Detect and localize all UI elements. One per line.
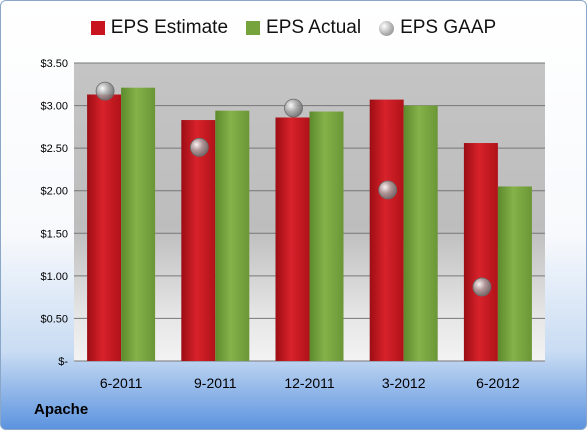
marker-eps-gaap — [472, 277, 492, 297]
bar-eps-estimate — [181, 120, 216, 361]
bar-eps-estimate — [87, 94, 122, 361]
y-tick-label: $0.50 — [40, 313, 68, 325]
x-tick-label: 9-2011 — [194, 375, 237, 391]
bar-eps-estimate — [275, 117, 310, 362]
marker-eps-gaap — [95, 81, 115, 101]
company-name: Apache — [34, 401, 89, 418]
y-tick-label: $1.00 — [40, 271, 68, 283]
x-tick-label: 3-2012 — [382, 375, 426, 391]
legend-swatch-estimate — [90, 21, 105, 35]
bar-eps-actual — [121, 87, 156, 361]
legend-item-gaap: EPS GAAP — [379, 17, 496, 39]
bar-eps-actual — [497, 186, 532, 361]
chart-legend: EPS Estimate EPS Actual EPS GAAP — [1, 17, 586, 39]
bar-eps-actual — [403, 105, 438, 361]
y-tick-label: $2.00 — [40, 186, 68, 198]
marker-eps-gaap — [189, 137, 209, 157]
marker-eps-gaap — [284, 98, 303, 118]
legend-item-actual: EPS Actual — [246, 17, 361, 39]
bar-eps-estimate — [463, 143, 498, 361]
x-tick-label: 12-2011 — [284, 375, 335, 391]
y-tick-label: $1.50 — [40, 228, 68, 240]
legend-label-actual: EPS Actual — [266, 17, 362, 38]
y-tick-label: $- — [58, 356, 68, 368]
legend-label-gaap: EPS GAAP — [400, 17, 497, 38]
y-tick-label: $3.00 — [40, 101, 68, 113]
bar-eps-actual — [309, 111, 344, 361]
marker-eps-gaap — [378, 180, 398, 200]
legend-swatch-gaap — [379, 20, 395, 36]
legend-swatch-actual — [246, 21, 261, 35]
x-tick-label: 6-2012 — [476, 375, 520, 391]
legend-label-estimate: EPS Estimate — [110, 17, 229, 38]
bar-eps-actual — [215, 110, 250, 362]
bar-eps-estimate — [369, 99, 404, 362]
y-tick-label: $3.50 — [40, 58, 68, 70]
y-tick-label: $2.50 — [40, 143, 68, 155]
legend-item-estimate: EPS Estimate — [90, 17, 229, 39]
x-tick-label: 6-2011 — [100, 375, 143, 391]
